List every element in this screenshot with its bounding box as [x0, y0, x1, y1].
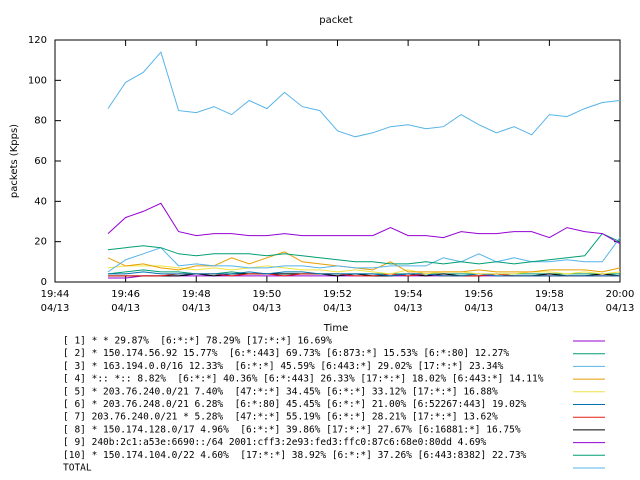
y-tick-label: 40	[34, 196, 47, 207]
y-tick-label: 100	[28, 75, 47, 86]
x-tick-label: 19:56 04/13	[464, 289, 494, 314]
y-tick-label: 60	[34, 156, 47, 167]
legend-label: [ 9] 240b:2c1:a53e:6690::/64 2001:cff3:2…	[63, 437, 487, 448]
series-line	[107, 232, 621, 265]
legend-label: [ 5] * 203.76.240.0/21 7.40% [47:*:*] 34…	[63, 386, 498, 397]
x-tick-label: 20:00 04/13	[605, 289, 635, 314]
legend-label: [ 3] * 163.194.0.0/16 12.33% [6:*:*] 45.…	[63, 361, 504, 372]
y-tick-label: 120	[28, 35, 47, 46]
legend-label: [ 6] * 203.76.248.0/21 6.28% [6:*:80] 45…	[63, 399, 527, 410]
x-tick-label: 19:48 04/13	[181, 289, 211, 314]
legend-label: [10] * 150.174.104.0/22 4.60% [17:*:*] 3…	[63, 450, 527, 461]
legend-label: [ 2] * 150.174.56.92 15.77% [6:*:443] 69…	[63, 348, 509, 359]
legend-label: [ 4] *:: *:: 8.82% [6:*:*] 40.36% [6:*:4…	[63, 374, 544, 385]
y-tick-label: 0	[41, 277, 47, 288]
x-tick-label: 19:58 04/13	[534, 289, 564, 314]
legend-label: TOTAL	[63, 463, 92, 474]
series-line	[107, 202, 621, 245]
chart-title: packet	[319, 15, 353, 26]
legend-label: [ 8] * 150.174.128.0/17 4.96% [6:*:*] 39…	[63, 424, 521, 435]
x-tick-label: 19:54 04/13	[393, 289, 423, 314]
y-tick-label: 80	[34, 116, 47, 127]
x-tick-label: 19:50 04/13	[252, 289, 282, 314]
y-axis-label: packets (Kpps)	[9, 124, 20, 198]
y-tick-label: 20	[34, 237, 47, 248]
x-tick-label: 19:46 04/13	[111, 289, 141, 314]
legend-label: [ 1] * * 29.87% [6:*:*] 78.29% [17:*:*] …	[63, 336, 332, 347]
x-tick-label: 19:44 04/13	[40, 289, 70, 314]
legend-label: [ 7] 203.76.240.0/21 * 5.28% [47:*:*] 55…	[63, 412, 498, 423]
x-tick-label: 19:52 04/13	[323, 289, 352, 314]
series-line	[107, 51, 621, 138]
series-line	[108, 271, 620, 277]
series-line	[107, 251, 621, 273]
x-axis-label: Time	[323, 323, 348, 334]
